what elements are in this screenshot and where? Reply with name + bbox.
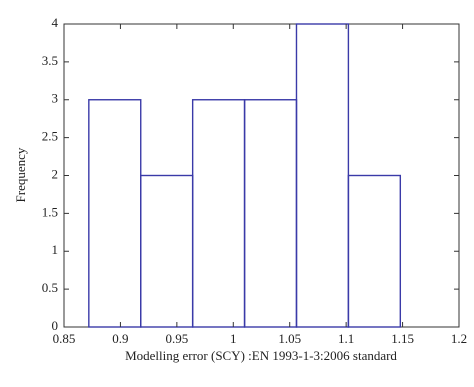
- bar: [191, 99, 246, 328]
- x-tick-label: 1.2: [451, 331, 467, 346]
- bar: [243, 99, 298, 328]
- bar: [347, 174, 402, 328]
- bar: [295, 23, 350, 328]
- y-tick-label: 2: [52, 166, 59, 181]
- y-tick-label: 1.5: [42, 204, 58, 219]
- x-tick-label: 1.05: [278, 331, 301, 346]
- y-tick-label: 1: [52, 242, 59, 257]
- y-tick-label: 0.5: [42, 280, 58, 295]
- x-tick-label: 1.1: [338, 331, 354, 346]
- x-axis-label: Modelling error (SCY) :EN 1993-1-3:2006 …: [125, 348, 397, 363]
- y-tick-label: 3.5: [42, 53, 58, 68]
- x-tick-label: 0.95: [165, 331, 188, 346]
- bar: [140, 174, 194, 328]
- y-tick-label: 2.5: [42, 129, 58, 144]
- x-tick-label: 0.85: [53, 331, 76, 346]
- x-tick-label: 0.9: [112, 331, 128, 346]
- y-tick-label: 0: [52, 318, 59, 333]
- x-tick-label: 1: [230, 331, 237, 346]
- bar: [88, 99, 142, 328]
- y-tick-label: 3: [52, 91, 59, 106]
- y-axis-label: Frequency: [13, 147, 28, 202]
- y-tick-label: 4: [52, 15, 59, 30]
- x-tick-label: 1.15: [391, 331, 414, 346]
